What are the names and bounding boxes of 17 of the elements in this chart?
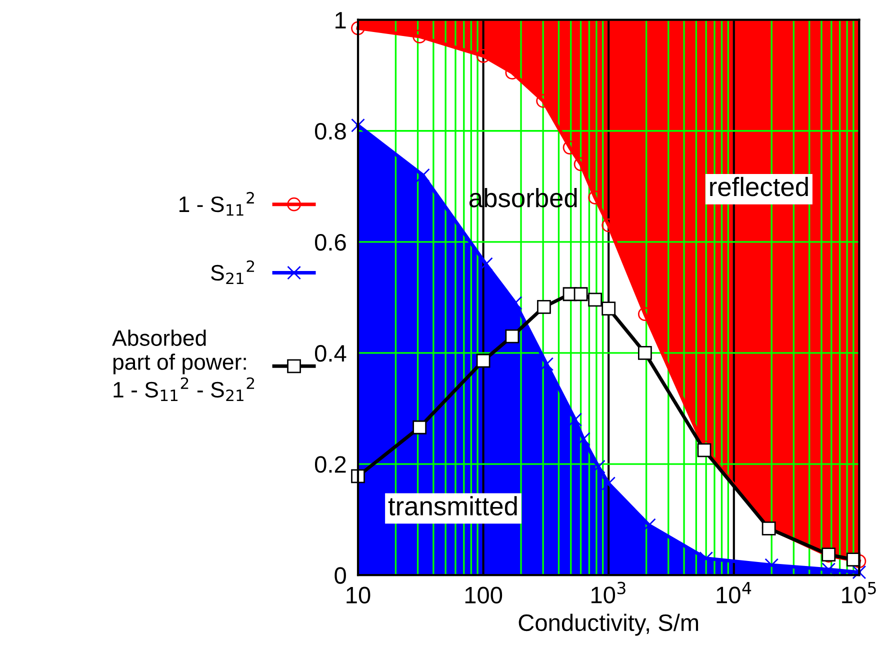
y-tick-label: 0.4 xyxy=(314,345,346,362)
x-tick-label: 100 xyxy=(465,586,502,604)
legend-label: S$_{21}$$^{2}$ xyxy=(211,260,254,284)
x-tick-label: 10 xyxy=(346,586,370,604)
annotation: transmitted xyxy=(388,496,517,516)
x-tick-label: 10$^{3}$ xyxy=(592,582,626,604)
x-axis-title: Conductivity, S/m xyxy=(518,614,698,636)
annotation: reflected xyxy=(710,176,808,196)
legend-label: Absorbed part of power: 1 - S$_{11}$$^{2}$ - S$_{21}$$^{2}$ xyxy=(112,330,254,402)
legend-label: 1 - S$_{11}$$^{2}$ xyxy=(180,192,254,216)
y-tick-label: 0.2 xyxy=(314,456,346,473)
y-tick-label: 0.8 xyxy=(314,122,346,140)
y-tick-label: 1 xyxy=(336,12,346,28)
x-tick-label: 10$^{4}$ xyxy=(716,582,752,604)
x-tick-label: 10$^{5}$ xyxy=(842,582,876,604)
y-tick-label: 0 xyxy=(334,567,346,584)
y-tick-label: 0.6 xyxy=(314,234,346,251)
